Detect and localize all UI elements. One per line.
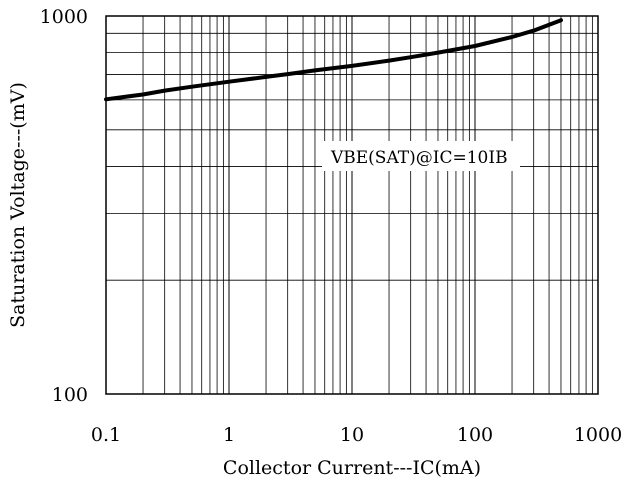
y-tick-label: 1000 (40, 6, 88, 28)
y-axis-title: Saturation Voltage---(mV) (7, 82, 29, 328)
x-tick-label: 10 (340, 424, 364, 446)
series-line (104, 18, 563, 102)
annotation-label: VBE(SAT)@IC=10IB (330, 148, 508, 168)
grid-lines (106, 16, 598, 394)
y-tick-label: 100 (52, 384, 88, 406)
x-tick-label: 0.1 (91, 424, 121, 446)
x-tick-label: 1000 (574, 424, 622, 446)
annotation-box: VBE(SAT)@IC=10IB (322, 141, 520, 171)
y-tick-labels: 100 1000 (40, 6, 88, 406)
x-tick-label: 100 (457, 424, 493, 446)
x-tick-label: 1 (223, 424, 235, 446)
plot-frame (105, 15, 599, 395)
x-axis-title: Collector Current---IC(mA) (223, 457, 481, 479)
x-tick-labels: 0.1 1 10 100 1000 (91, 424, 622, 446)
series-points (105, 20, 562, 100)
